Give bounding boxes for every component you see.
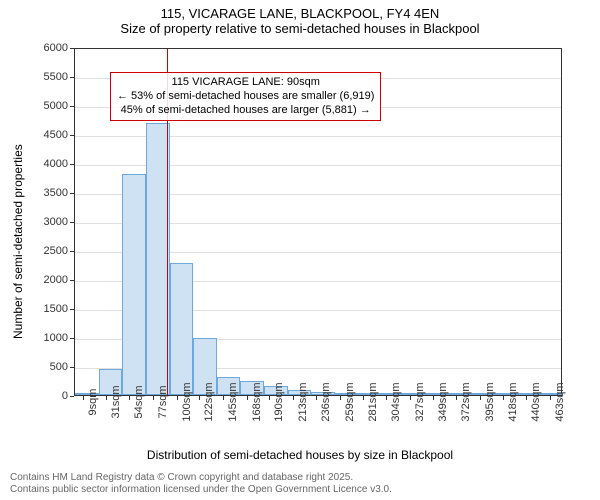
x-tick-label: 418sqm: [507, 382, 519, 421]
y-tick-label: 0: [62, 390, 68, 402]
x-tick-label: 395sqm: [484, 382, 496, 421]
x-tick-label: 213sqm: [297, 382, 309, 421]
histogram-bar: [122, 174, 146, 395]
x-tick-label: 440sqm: [530, 382, 542, 421]
y-axis-ticks: 0500100015002000250030003500400045005000…: [0, 48, 74, 396]
x-tick-label: 304sqm: [390, 382, 402, 421]
histogram-bar: [170, 263, 194, 395]
annotation-line2: ← 53% of semi-detached houses are smalle…: [117, 90, 374, 104]
x-axis-ticks: 9sqm31sqm54sqm77sqm100sqm122sqm145sqm168…: [74, 396, 562, 456]
chart-title-line1: 115, VICARAGE LANE, BLACKPOOL, FY4 4EN: [0, 6, 600, 21]
chart-plot-area: 115 VICARAGE LANE: 90sqm← 53% of semi-de…: [74, 48, 562, 396]
y-tick-label: 5000: [44, 100, 68, 112]
x-tick-label: 145sqm: [227, 382, 239, 421]
x-tick-label: 100sqm: [181, 382, 193, 421]
x-axis-label: Distribution of semi-detached houses by …: [0, 448, 600, 462]
chart-footer: Contains HM Land Registry data © Crown c…: [10, 472, 590, 496]
y-tick-label: 2000: [44, 274, 68, 286]
x-tick-label: 372sqm: [460, 382, 472, 421]
x-tick-label: 463sqm: [554, 382, 566, 421]
histogram-bar: [146, 123, 170, 395]
chart-title-block: 115, VICARAGE LANE, BLACKPOOL, FY4 4EN S…: [0, 0, 600, 36]
x-tick-label: 349sqm: [437, 382, 449, 421]
x-tick-label: 9sqm: [87, 389, 99, 416]
chart-title-line2: Size of property relative to semi-detach…: [0, 21, 600, 36]
y-tick-label: 3500: [44, 187, 68, 199]
footer-line1: Contains HM Land Registry data © Crown c…: [10, 472, 590, 484]
x-tick-label: 54sqm: [133, 385, 145, 418]
y-tick-label: 3000: [44, 216, 68, 228]
x-tick-label: 259sqm: [344, 382, 356, 421]
x-tick-label: 168sqm: [251, 382, 263, 421]
x-tick-label: 77sqm: [157, 385, 169, 418]
y-tick-label: 4000: [44, 158, 68, 170]
x-tick-label: 327sqm: [414, 382, 426, 421]
y-tick-label: 6000: [44, 42, 68, 54]
x-tick-label: 281sqm: [367, 382, 379, 421]
x-tick-label: 190sqm: [273, 382, 285, 421]
y-tick-label: 2500: [44, 245, 68, 257]
annotation-box: 115 VICARAGE LANE: 90sqm← 53% of semi-de…: [110, 72, 381, 121]
y-tick-label: 500: [50, 361, 68, 373]
y-tick-label: 4500: [44, 129, 68, 141]
annotation-line3: 45% of semi-detached houses are larger (…: [117, 104, 374, 118]
y-tick-label: 1000: [44, 332, 68, 344]
y-tick-label: 5500: [44, 71, 68, 83]
x-tick-label: 236sqm: [320, 382, 332, 421]
footer-line2: Contains public sector information licen…: [10, 484, 590, 496]
x-tick-label: 31sqm: [110, 385, 122, 418]
annotation-line1: 115 VICARAGE LANE: 90sqm: [117, 76, 374, 90]
y-tick-label: 1500: [44, 303, 68, 315]
x-tick-label: 122sqm: [203, 382, 215, 421]
